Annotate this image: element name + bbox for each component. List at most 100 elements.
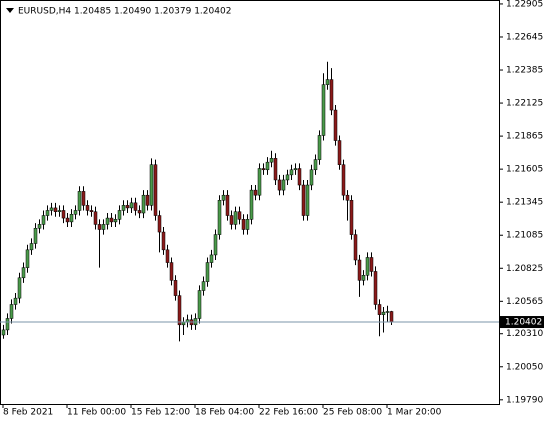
candle-body (369, 257, 374, 272)
candle-body (213, 234, 218, 256)
y-tick-label: 1.19790 (506, 395, 543, 405)
candle-body (137, 210, 142, 214)
candle-body (277, 179, 282, 191)
candle-body (297, 168, 302, 186)
candle-body (389, 311, 394, 323)
candle-body (201, 281, 206, 291)
candle-body (309, 169, 314, 186)
x-tick-label: 25 Feb 08:00 (323, 408, 382, 418)
candle-body (337, 140, 342, 165)
candle-body (33, 227, 38, 244)
y-tick-label: 1.21345 (506, 198, 543, 208)
candle-body (17, 277, 22, 299)
candle-body (89, 210, 94, 212)
candle-body (209, 254, 214, 263)
candle-body (57, 210, 62, 212)
candle-body (49, 207, 54, 211)
candle-body (225, 194, 230, 216)
candle-body (173, 280, 178, 296)
candle-body (341, 164, 346, 196)
candle-body (161, 231, 166, 251)
x-tick-label: 8 Feb 2021 (3, 408, 53, 418)
y-tick-label: 1.20565 (506, 297, 543, 307)
candle-body (305, 184, 310, 216)
candle-body (245, 219, 250, 230)
x-tick-label: 1 Mar 20:00 (387, 408, 442, 418)
candle-body (381, 311, 386, 315)
current-price-box (500, 316, 544, 329)
candle-body (317, 135, 322, 160)
candle-body (169, 262, 174, 281)
candle-body (93, 211, 98, 225)
candle-body (265, 161, 270, 171)
candle-body (69, 214, 74, 223)
candle-body (365, 257, 370, 276)
candle-body (269, 158, 274, 163)
candle-body (353, 234, 358, 261)
candle-body (273, 158, 278, 181)
candle-body (25, 249, 30, 268)
candle-body (177, 295, 182, 326)
candle-body (197, 290, 202, 319)
candle-body (181, 322, 186, 326)
y-tick-label: 1.20050 (506, 362, 543, 372)
y-tick-label: 1.22645 (506, 32, 543, 42)
candle-body (293, 168, 298, 171)
candle-body (157, 215, 162, 233)
y-tick-label: 1.22125 (506, 99, 543, 109)
candle-body (345, 194, 350, 201)
candle-body (321, 84, 326, 136)
candle-body (385, 311, 390, 313)
y-tick-label: 1.22385 (506, 66, 543, 76)
y-tick-label: 1.21865 (506, 132, 543, 142)
candle-body (53, 207, 58, 212)
candle-body (333, 109, 338, 141)
candle-body (257, 168, 262, 196)
menu-triangle[interactable] (6, 8, 14, 13)
candle-body (77, 191, 82, 211)
x-tick-label: 18 Feb 04:00 (195, 408, 254, 418)
candle-body (81, 191, 86, 206)
candle-body (361, 275, 366, 281)
candle-body (121, 205, 126, 211)
candle-body (141, 194, 146, 214)
candle-body (133, 202, 138, 211)
candle-body (249, 189, 254, 220)
candle-body (61, 210, 66, 219)
candle-body (165, 249, 170, 263)
candle-body (149, 164, 154, 206)
y-tick-label: 1.20310 (506, 329, 543, 339)
candle-body (37, 224, 42, 229)
candle-body (261, 168, 266, 171)
candle-body (5, 318, 10, 331)
candle-body (281, 179, 286, 191)
candle-body (221, 194, 226, 201)
x-tick-label: 11 Feb 00:00 (67, 408, 126, 418)
candle-body (145, 194, 150, 206)
candle-body (301, 184, 306, 216)
candle-body (153, 164, 158, 216)
candle-body (329, 79, 334, 111)
candle-body (325, 79, 330, 85)
candle-body (21, 267, 26, 279)
y-tick-label: 1.22905 (506, 0, 543, 9)
y-tick-label: 1.21605 (506, 165, 543, 175)
candle-body (109, 217, 114, 223)
candle-body (85, 205, 90, 211)
candle-body (237, 211, 242, 220)
candle-body (285, 174, 290, 181)
candle-body (1, 329, 6, 336)
candle-body (45, 210, 50, 216)
current-price-label: 1.20402 (505, 318, 542, 328)
candle-body (117, 210, 122, 220)
candle-body (289, 169, 294, 176)
x-tick-label: 15 Feb 12:00 (131, 408, 190, 418)
candle-body (377, 304, 382, 315)
candle-body (217, 200, 222, 235)
candle-body (73, 210, 78, 215)
candle-body (13, 297, 18, 305)
candle-body (253, 189, 258, 196)
candle-body (97, 224, 102, 230)
candle-body (357, 259, 362, 281)
